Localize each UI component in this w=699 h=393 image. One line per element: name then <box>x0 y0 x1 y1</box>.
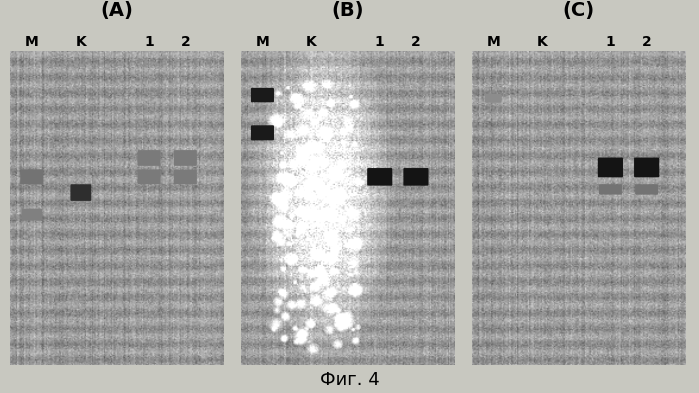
FancyBboxPatch shape <box>174 150 197 166</box>
Text: M: M <box>25 35 38 50</box>
Text: Фиг. 4: Фиг. 4 <box>319 371 380 389</box>
Text: (C): (C) <box>563 1 594 20</box>
Text: K: K <box>537 35 547 50</box>
Text: 1: 1 <box>375 35 384 50</box>
Text: M: M <box>487 35 500 50</box>
Text: K: K <box>306 35 317 50</box>
Text: 1: 1 <box>144 35 154 50</box>
FancyBboxPatch shape <box>251 88 274 102</box>
Text: 2: 2 <box>411 35 421 50</box>
Text: K: K <box>75 35 86 50</box>
FancyBboxPatch shape <box>599 184 622 195</box>
FancyBboxPatch shape <box>20 169 43 184</box>
FancyBboxPatch shape <box>485 94 501 103</box>
FancyBboxPatch shape <box>138 170 161 184</box>
FancyBboxPatch shape <box>403 168 428 185</box>
FancyBboxPatch shape <box>71 184 92 201</box>
Text: (B): (B) <box>331 1 364 20</box>
FancyBboxPatch shape <box>22 209 42 220</box>
FancyBboxPatch shape <box>635 184 658 195</box>
Text: 2: 2 <box>180 35 190 50</box>
FancyBboxPatch shape <box>367 168 392 185</box>
FancyBboxPatch shape <box>138 150 161 166</box>
FancyBboxPatch shape <box>634 158 659 177</box>
Text: M: M <box>256 35 269 50</box>
Text: 1: 1 <box>605 35 615 50</box>
FancyBboxPatch shape <box>174 170 197 184</box>
FancyBboxPatch shape <box>251 125 274 140</box>
FancyBboxPatch shape <box>598 158 623 177</box>
Text: (A): (A) <box>101 1 134 20</box>
Text: 2: 2 <box>642 35 651 50</box>
